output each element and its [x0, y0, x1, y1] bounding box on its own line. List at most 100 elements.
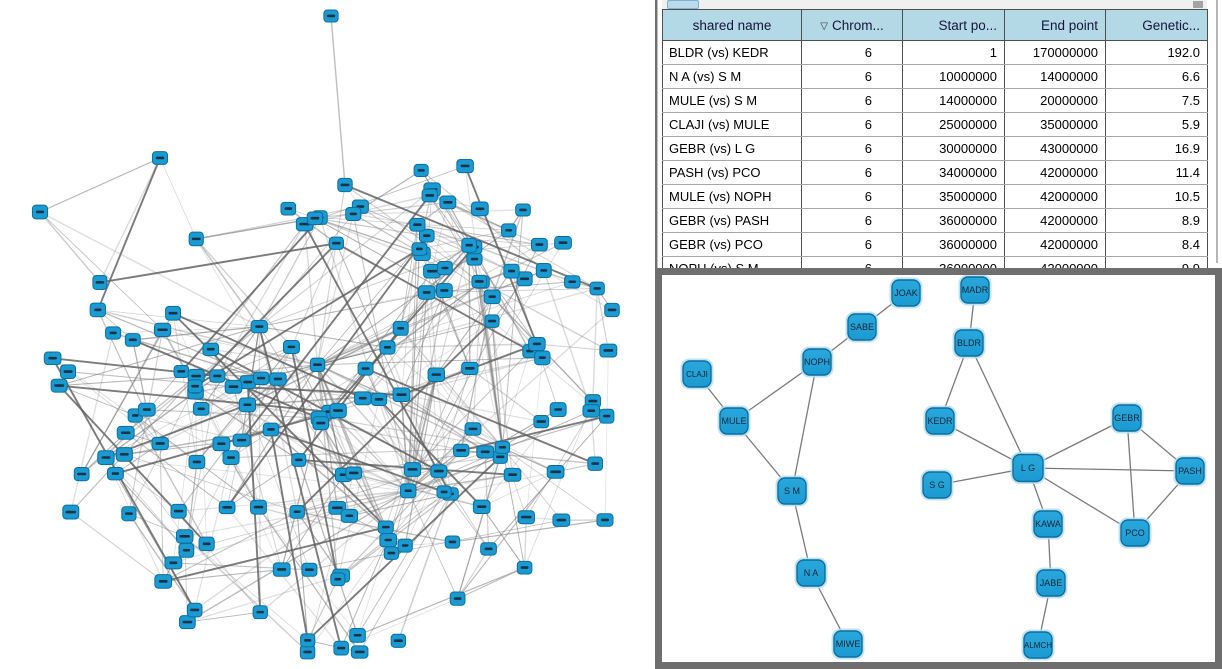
node-s-m[interactable]: S M [775, 475, 809, 507]
node-bldr[interactable]: BLDR [952, 327, 986, 359]
network-node[interactable] [533, 414, 550, 429]
table-row[interactable]: PASH (vs) PCO 6 34000000 42000000 11.4 [662, 160, 1208, 185]
network-node[interactable] [494, 440, 511, 454]
network-node[interactable] [392, 320, 409, 336]
network-node[interactable] [218, 500, 236, 515]
table-cell[interactable]: 6 [801, 136, 903, 161]
table-cell[interactable]: 6 [801, 112, 903, 137]
node-noph[interactable]: NOPH [800, 346, 834, 378]
network-node[interactable] [411, 242, 428, 256]
table-cell[interactable]: MULE (vs) S M [662, 88, 802, 113]
table-cell[interactable]: 42000000 [1004, 232, 1106, 257]
network-node[interactable] [212, 436, 231, 452]
table-cell[interactable]: 35000000 [902, 184, 1005, 209]
network-node[interactable] [345, 466, 363, 480]
network-node[interactable] [192, 402, 210, 416]
network-node[interactable] [421, 188, 438, 203]
network-node[interactable] [370, 392, 388, 406]
table-cell[interactable]: 42000000 [1004, 208, 1106, 233]
network-node[interactable] [170, 503, 187, 519]
network-node[interactable] [390, 633, 407, 648]
network-node[interactable] [188, 454, 206, 470]
table-row[interactable]: MULE (vs) S M 6 14000000 20000000 7.5 [662, 88, 1208, 113]
network-edge[interactable] [1027, 467, 1136, 534]
network-node[interactable] [515, 203, 531, 217]
network-node[interactable] [62, 504, 80, 520]
network-node[interactable] [377, 520, 394, 534]
network-node[interactable] [589, 281, 605, 296]
network-node[interactable] [403, 462, 422, 477]
network-node[interactable] [350, 645, 369, 659]
network-node[interactable] [400, 483, 417, 499]
network-node[interactable] [516, 560, 533, 575]
network-node[interactable] [186, 602, 203, 618]
node-kawa[interactable]: KAWA [1031, 508, 1065, 540]
node-pco[interactable]: PCO [1118, 517, 1152, 549]
scrollbar-thumb[interactable] [667, 0, 699, 9]
table-row[interactable]: BLDR (vs) KEDR 6 1 170000000 192.0 [662, 40, 1208, 65]
network-node[interactable] [31, 204, 49, 220]
network-node[interactable] [328, 236, 344, 250]
network-edge[interactable] [1027, 467, 1191, 472]
node-n-a[interactable]: N A [794, 557, 828, 589]
network-node[interactable] [587, 456, 604, 471]
network-node[interactable] [165, 305, 181, 321]
network-node[interactable] [238, 397, 257, 413]
node-kedr[interactable]: KEDR [923, 405, 957, 437]
network-node[interactable] [92, 274, 108, 290]
network-edge[interactable] [1126, 417, 1136, 534]
network-node[interactable] [209, 369, 226, 383]
network-node[interactable] [484, 314, 500, 328]
table-cell[interactable]: 5.9 [1105, 112, 1208, 137]
network-node[interactable] [383, 546, 399, 560]
table-cell[interactable]: CLAJI (vs) MULE [662, 112, 802, 137]
table-cell[interactable]: 192.0 [1105, 40, 1208, 65]
table-cell[interactable]: 35000000 [1004, 112, 1106, 137]
network-node[interactable] [379, 532, 398, 548]
network-node[interactable] [461, 361, 479, 376]
network-node[interactable] [151, 151, 169, 165]
table-row[interactable]: GEBR (vs) PCO 6 36000000 42000000 8.4 [662, 232, 1208, 257]
network-node[interactable] [124, 333, 141, 347]
network-node[interactable] [466, 252, 483, 266]
network-node[interactable] [250, 499, 267, 515]
network-node[interactable] [282, 340, 300, 354]
network-node[interactable] [330, 572, 346, 587]
table-cell[interactable]: 10000000 [902, 64, 1005, 89]
table-cell[interactable]: 16.9 [1105, 136, 1208, 161]
network-node[interactable] [154, 574, 173, 589]
network-node[interactable] [224, 379, 243, 394]
network-node[interactable] [188, 231, 204, 247]
network-node[interactable] [397, 538, 413, 553]
overview-network-canvas[interactable] [0, 0, 655, 669]
network-node[interactable] [379, 340, 396, 355]
table-cell[interactable]: 6 [801, 208, 903, 233]
filter-icon[interactable]: ▽ [820, 20, 828, 32]
table-cell[interactable]: 6 [801, 184, 903, 209]
table-row[interactable]: GEBR (vs) L G 6 30000000 43000000 16.9 [662, 136, 1208, 161]
network-node[interactable] [503, 467, 522, 482]
node-s-g[interactable]: S G [920, 469, 954, 501]
network-node[interactable] [471, 201, 489, 217]
network-node[interactable] [187, 379, 203, 394]
network-node[interactable] [349, 627, 366, 643]
network-node[interactable] [483, 289, 501, 305]
network-node[interactable] [60, 364, 77, 380]
network-node[interactable] [582, 404, 601, 418]
column-header-genetic[interactable]: Genetic... [1105, 9, 1208, 41]
network-node[interactable] [329, 403, 347, 419]
node-claji[interactable]: CLAJI [680, 358, 714, 390]
table-cell[interactable]: 6.6 [1105, 64, 1208, 89]
node-pash[interactable]: PASH [1173, 455, 1207, 487]
table-cell[interactable]: 14000000 [902, 88, 1005, 113]
network-node[interactable] [437, 260, 453, 276]
network-node[interactable] [222, 450, 240, 465]
network-node[interactable] [333, 640, 349, 656]
network-node[interactable] [232, 433, 251, 447]
network-node[interactable] [456, 158, 474, 174]
network-node[interactable] [409, 217, 426, 232]
network-node[interactable] [413, 163, 429, 178]
table-cell[interactable]: GEBR (vs) PASH [662, 208, 802, 233]
column-header-end-point[interactable]: End point [1004, 9, 1106, 41]
horizontal-scrollbar[interactable] [662, 0, 1207, 9]
